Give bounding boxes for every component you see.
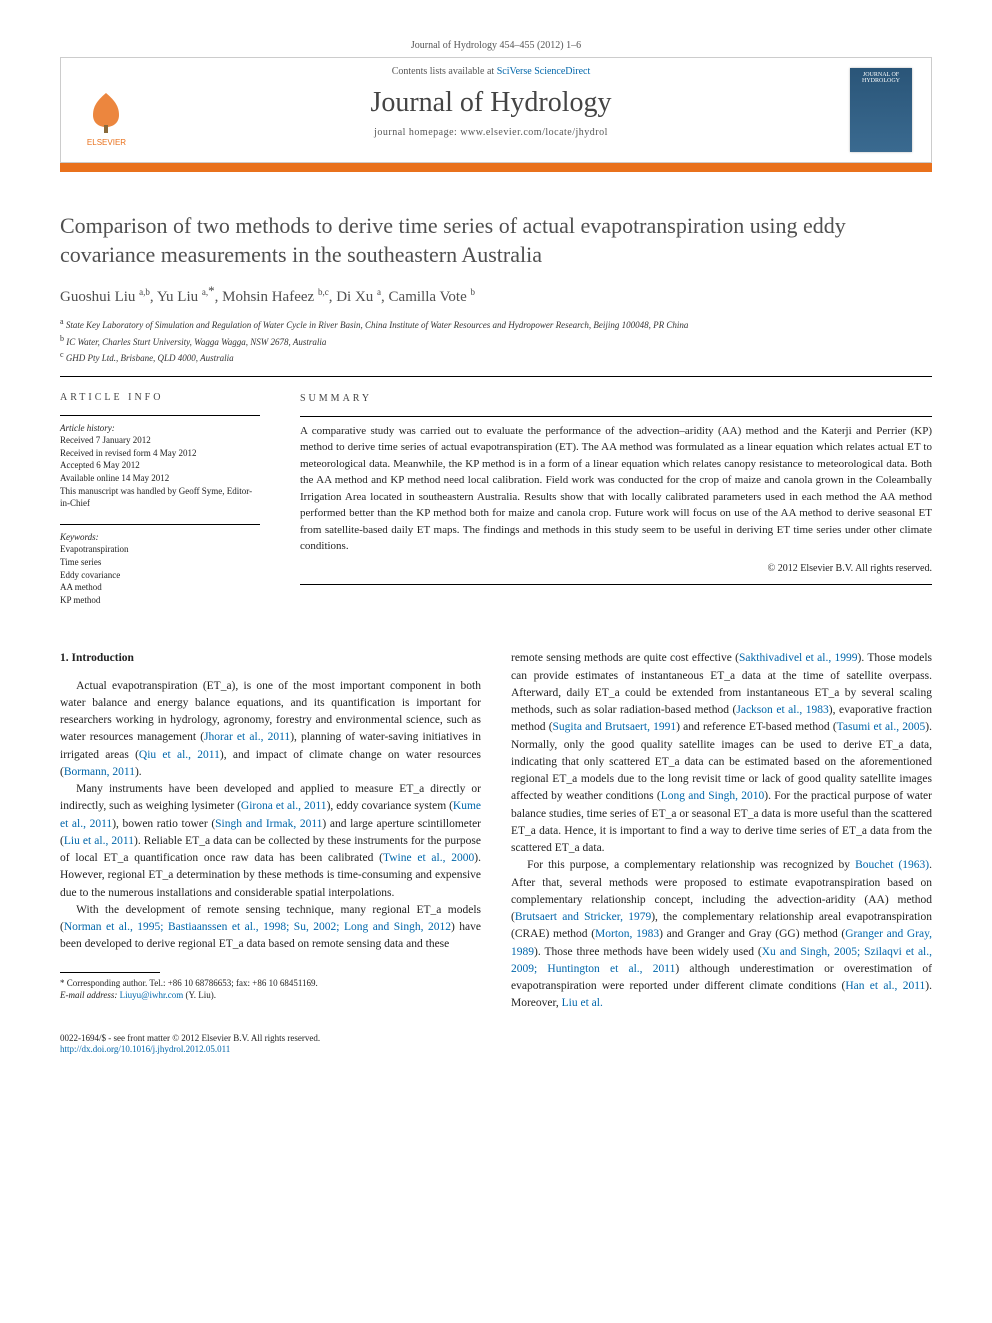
bottom-publication-line: 0022-1694/$ - see front matter © 2012 El… [60,1033,932,1056]
journal-title: Journal of Hydrology [151,87,831,119]
copyright-line: © 2012 Elsevier B.V. All rights reserved… [300,561,932,576]
email-address[interactable]: Liuyu@iwhr.com [120,990,184,1000]
homepage-prefix: journal homepage: [374,127,460,138]
history-line: Received in revised form 4 May 2012 [60,447,260,460]
issn-line: 0022-1694/$ - see front matter © 2012 El… [60,1033,932,1045]
affiliation-line: b IC Water, Charles Sturt University, Wa… [60,333,932,350]
keyword-item: AA method [60,581,260,594]
summary-text: A comparative study was carried out to e… [300,423,932,555]
corresponding-author-footnote: * Corresponding author. Tel.: +86 10 687… [60,977,481,1002]
summary-bottom-rule [300,584,932,585]
corr-author-line: * Corresponding author. Tel.: +86 10 687… [60,977,481,990]
history-line: This manuscript was handled by Geoff Sym… [60,485,260,510]
left-column: 1. Introduction Actual evapotranspiratio… [60,650,481,1012]
author-list: Guoshui Liu a,b, Yu Liu a,*, Mohsin Hafe… [60,283,932,306]
affiliations: a State Key Laboratory of Simulation and… [60,316,932,366]
keywords-label: Keywords: [60,531,260,544]
body-two-columns: 1. Introduction Actual evapotranspiratio… [60,650,932,1012]
intro-paragraph-2: Many instruments have been developed and… [60,781,481,902]
email-name: (Y. Liu). [185,990,216,1000]
article-info-heading: article info [60,391,260,405]
summary-rule [300,416,932,417]
info-rule [60,415,260,416]
email-label: E-mail address: [60,990,117,1000]
intro-paragraph-1: Actual evapotranspiration (ET_a), is one… [60,678,481,782]
body-col2-paragraph-2: For this purpose, a complementary relati… [511,857,932,1012]
keyword-item: Eddy covariance [60,569,260,582]
journal-homepage: journal homepage: www.elsevier.com/locat… [151,127,831,138]
doi-link[interactable]: http://dx.doi.org/10.1016/j.jhydrol.2012… [60,1044,230,1054]
section-1-heading: 1. Introduction [60,650,481,667]
affiliation-line: a State Key Laboratory of Simulation and… [60,316,932,333]
keyword-item: Time series [60,556,260,569]
contents-prefix: Contents lists available at [392,66,497,77]
footnote-separator [60,972,160,973]
history-line: Received 7 January 2012 [60,434,260,447]
intro-paragraph-3: With the development of remote sensing t… [60,902,481,954]
keyword-item: KP method [60,594,260,607]
summary-heading: summary [300,391,932,406]
orange-divider-bar [60,163,932,172]
keyword-item: Evapotranspiration [60,543,260,556]
journal-header: ELSEVIER Contents lists available at Sci… [60,57,932,163]
homepage-url[interactable]: www.elsevier.com/locate/jhydrol [460,127,608,138]
svg-text:ELSEVIER: ELSEVIER [86,138,125,147]
history-line: Accepted 6 May 2012 [60,459,260,472]
history-line: Available online 14 May 2012 [60,472,260,485]
contents-available-line: Contents lists available at SciVerse Sci… [151,66,831,77]
body-col2-paragraph-1: remote sensing methods are quite cost ef… [511,650,932,857]
affiliation-line: c GHD Pty Ltd., Brisbane, QLD 4000, Aust… [60,349,932,366]
top-citation: Journal of Hydrology 454–455 (2012) 1–6 [60,40,932,51]
right-column: remote sensing methods are quite cost ef… [511,650,932,1012]
elsevier-tree-icon: ELSEVIER [79,85,134,152]
article-title: Comparison of two methods to derive time… [60,212,932,269]
sciencedirect-link[interactable]: SciVerse ScienceDirect [497,66,591,77]
article-history-label: Article history: [60,422,260,435]
info-rule [60,524,260,525]
summary-block: summary A comparative study was carried … [280,377,932,621]
publisher-logo: ELSEVIER [61,58,151,162]
article-info-block: article info Article history: Received 7… [60,377,280,621]
journal-cover-thumbnail: JOURNAL OF HYDROLOGY [850,68,912,152]
